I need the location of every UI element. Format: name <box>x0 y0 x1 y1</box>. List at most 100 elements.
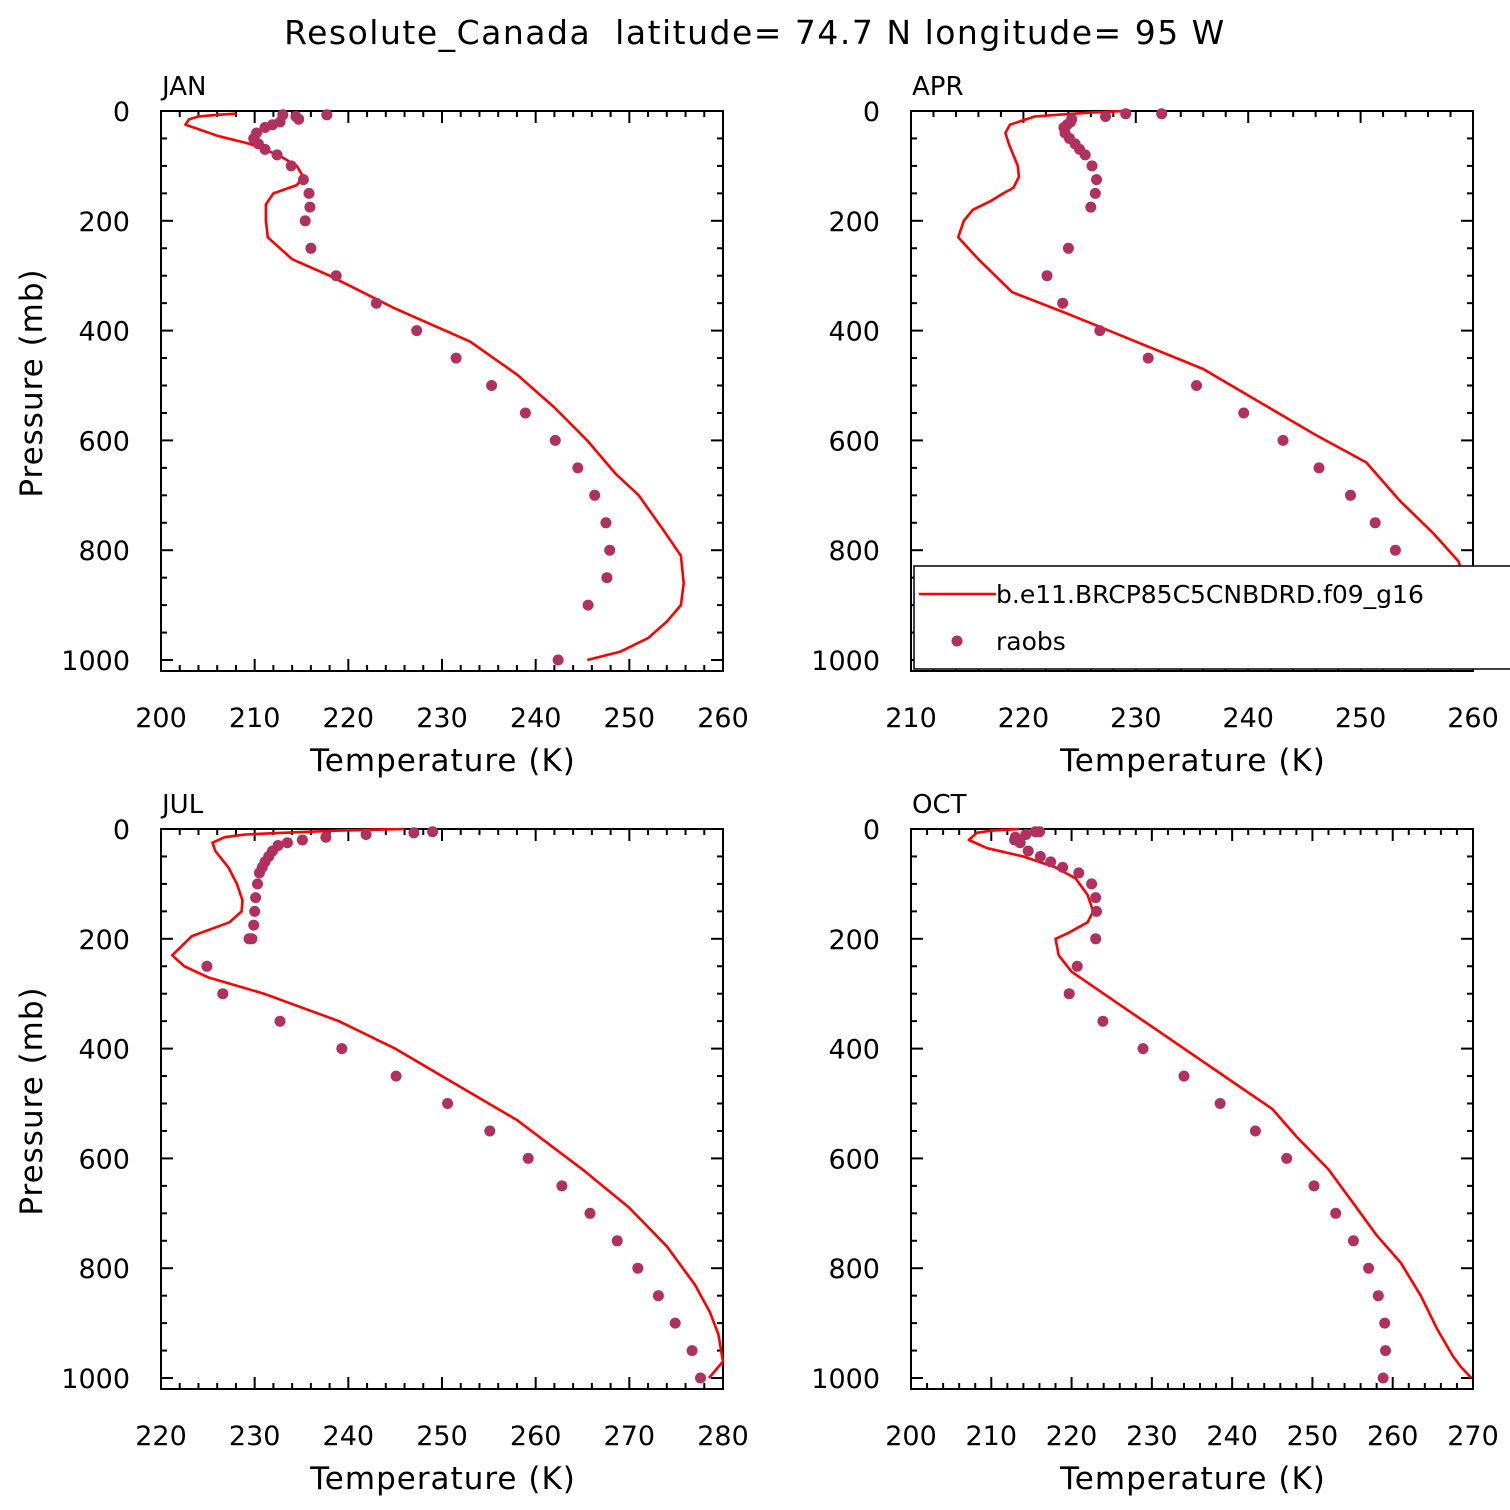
raobs-point <box>1022 845 1034 857</box>
raobs-point <box>259 122 271 133</box>
raobs-point <box>1020 829 1032 840</box>
raobs-point <box>1191 380 1202 391</box>
legend-label-raobs: raobs <box>996 627 1066 656</box>
raobs-point <box>1380 1345 1391 1357</box>
raobs-point <box>1377 1372 1389 1384</box>
raobs-point <box>604 544 616 556</box>
raobs-point <box>1034 851 1046 862</box>
raobs-point <box>1347 1235 1359 1247</box>
raobs-point <box>1091 174 1102 186</box>
raobs-point <box>293 113 305 125</box>
x-tick-label: 220 <box>998 703 1050 734</box>
y-tick-label: 800 <box>78 1254 130 1285</box>
raobs-point <box>442 1098 454 1109</box>
raobs-point <box>1097 1015 1109 1027</box>
raobs-point <box>1277 434 1289 446</box>
x-tick-label: 230 <box>1110 703 1162 734</box>
raobs-point <box>669 1317 681 1329</box>
raobs-point <box>1363 1262 1375 1274</box>
legend-box <box>913 565 1510 670</box>
x-axis-label: Temperature (K) <box>309 743 576 779</box>
raobs-point <box>695 1372 706 1384</box>
panel-jul: 220 230 240 250 260 270 280 0 200 400 600 800 1000 JU… <box>14 790 749 1497</box>
y-tick-label: 200 <box>78 207 130 238</box>
panel-label: OCT <box>912 790 967 820</box>
plot-frame <box>910 828 1474 1390</box>
y-tick-label: 400 <box>78 1035 130 1066</box>
y-tick-label: 800 <box>828 536 880 567</box>
x-tick-label: 260 <box>697 703 749 734</box>
x-tick-label: 280 <box>697 1421 749 1452</box>
y-tick-label: 600 <box>828 426 880 457</box>
plot-frame <box>910 110 1474 672</box>
raobs-point <box>252 878 263 890</box>
x-axis-label: Temperature (K) <box>1059 1461 1326 1497</box>
x-tick-label: 240 <box>1206 1421 1258 1452</box>
raobs-point <box>259 143 271 155</box>
x-tick-label: 270 <box>604 1421 656 1452</box>
raobs-point <box>686 1345 698 1357</box>
raobs-point <box>1372 1290 1384 1302</box>
raobs-point <box>522 1152 534 1164</box>
raobs-point <box>549 434 561 446</box>
raobs-point <box>1389 544 1401 556</box>
x-tick-label: 250 <box>1335 703 1387 734</box>
raobs-point <box>1156 108 1168 120</box>
raobs-point <box>1120 108 1132 120</box>
raobs-point <box>1345 489 1356 501</box>
raobs-point <box>408 827 420 839</box>
raobs-point <box>1142 352 1154 364</box>
x-tick-label: 240 <box>510 703 562 734</box>
x-tick-label: 210 <box>885 703 937 734</box>
y-tick-label: 800 <box>828 1254 880 1285</box>
raobs-point <box>611 1235 623 1247</box>
raobs-point <box>1057 861 1069 873</box>
raobs-point <box>250 892 262 904</box>
raobs-point <box>1079 149 1091 161</box>
panel-oct: 200 210 220 230 240 250 260 270 0 200 400 600 800 100… <box>811 790 1498 1497</box>
x-tick-label: 250 <box>416 1421 468 1452</box>
x-tick-label: 220 <box>135 1421 187 1452</box>
y-tick-label: 1000 <box>61 1364 130 1395</box>
raobs-point <box>1308 1180 1320 1192</box>
raobs-point <box>556 1180 568 1192</box>
raobs-point <box>582 599 594 611</box>
raobs-point <box>1063 988 1075 1000</box>
y-axis-label: Pressure (mb) <box>14 268 50 497</box>
raobs-point <box>285 160 297 172</box>
y-tick-label: 200 <box>828 207 880 238</box>
raobs-point <box>1090 892 1102 904</box>
raobs-point <box>450 352 462 364</box>
raobs-point <box>1073 867 1085 879</box>
figure-title: Resolute_Canada latitude= 74.7 N longitu… <box>284 13 1226 52</box>
raobs-point <box>304 201 316 213</box>
y-tick-label: 0 <box>113 815 130 846</box>
raobs-point <box>427 826 439 838</box>
raobs-point <box>1369 517 1381 529</box>
raobs-point <box>305 242 317 254</box>
x-tick-label: 270 <box>1447 1421 1499 1452</box>
raobs-point <box>1178 1070 1190 1082</box>
raobs-point <box>1094 325 1106 337</box>
y-tick-label: 1000 <box>61 646 130 677</box>
raobs-point <box>321 109 333 121</box>
model-line <box>170 827 725 1379</box>
raobs-point <box>589 489 601 501</box>
x-axis-label: Temperature (K) <box>309 1461 576 1497</box>
raobs-point <box>330 270 342 282</box>
raobs-point <box>584 1207 596 1219</box>
raobs-point <box>1062 242 1074 254</box>
panel-label: APR <box>912 72 964 102</box>
raobs-point <box>248 919 260 931</box>
plot-frame <box>160 828 724 1390</box>
x-tick-label: 250 <box>604 703 656 734</box>
panel-apr: 210 220 230 240 250 260 0 200 400 600 800 1000 APR Te… <box>811 72 1498 779</box>
raobs-point <box>1137 1043 1149 1055</box>
raobs-point <box>519 407 531 419</box>
raobs-point <box>572 462 584 474</box>
raobs-point <box>336 1043 348 1055</box>
raobs-point <box>201 960 213 972</box>
raobs-point <box>360 829 372 840</box>
y-tick-label: 200 <box>828 925 880 956</box>
